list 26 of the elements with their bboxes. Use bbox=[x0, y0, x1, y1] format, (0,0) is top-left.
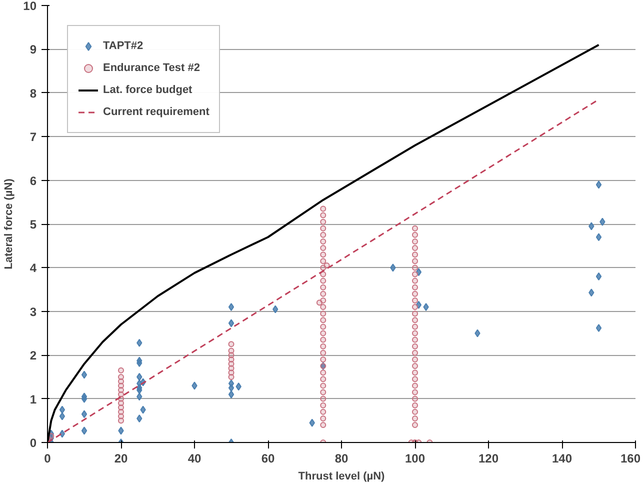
legend-label: Endurance Test #2 bbox=[103, 62, 200, 74]
y-tick-label: 8 bbox=[30, 86, 37, 100]
legend-label: TAPT#2 bbox=[103, 40, 144, 52]
y-axis-title: Lateral force (µN) bbox=[3, 178, 16, 270]
x-tick-label: 100 bbox=[404, 452, 426, 466]
x-tick-label: 40 bbox=[188, 452, 202, 466]
x-tick-label: 160 bbox=[620, 452, 641, 466]
y-tick-label: 7 bbox=[30, 130, 37, 144]
legend-label: Lat. force budget bbox=[103, 84, 192, 96]
y-tick-label: 4 bbox=[30, 261, 37, 276]
x-tick-label: 80 bbox=[334, 452, 348, 466]
y-tick-label: 10 bbox=[23, 0, 37, 13]
y-tick-label: 9 bbox=[30, 42, 37, 57]
y-tick-label: 3 bbox=[30, 304, 37, 319]
legend-label: Current requirement bbox=[103, 106, 210, 118]
x-axis-title: Thrust level (µN) bbox=[298, 470, 386, 482]
x-tick-label: 120 bbox=[478, 452, 499, 466]
x-tick-label: 0 bbox=[44, 452, 52, 466]
x-tick-label: 20 bbox=[114, 452, 128, 466]
y-tick-label: 1 bbox=[30, 392, 37, 406]
y-tick-label: 6 bbox=[30, 174, 37, 188]
y-tick-label: 5 bbox=[30, 218, 37, 232]
x-tick-label: 60 bbox=[261, 452, 275, 466]
x-tick-label: 140 bbox=[552, 452, 572, 466]
y-tick-label: 2 bbox=[30, 348, 37, 363]
y-tick-label: 0 bbox=[30, 436, 37, 450]
